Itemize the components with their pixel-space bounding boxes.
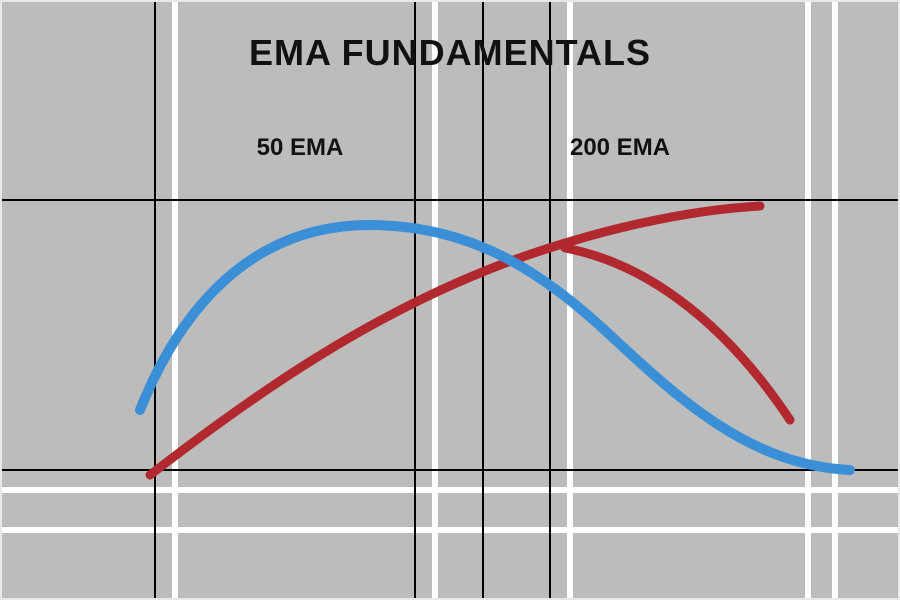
chart-background [0,0,900,600]
label-200-ema: 200 EMA [570,134,670,161]
chart-title: EMA FUNDAMENTALS [249,32,651,73]
label-50-ema: 50 EMA [257,134,344,161]
ema-chart: EMA FUNDAMENTALS 50 EMA 200 EMA [0,0,900,600]
